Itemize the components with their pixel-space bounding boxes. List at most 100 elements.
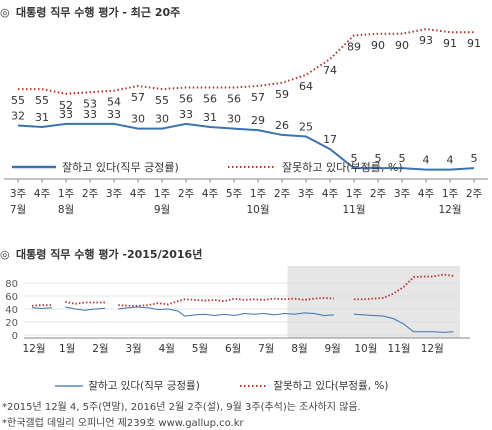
chart1-label-approve: 17 xyxy=(323,133,337,146)
chart1-tick-month: 8월 xyxy=(58,204,74,216)
chart2-month-label: 8월 xyxy=(291,343,307,355)
chart1-tick-week: 1주 xyxy=(58,188,75,200)
chart2-month-label: 12월 xyxy=(22,343,45,355)
chart1-tick-week: 1주 xyxy=(346,188,363,200)
chart1-tick-month: 12월 xyxy=(438,204,461,216)
chart1-label-disapprove: 52 xyxy=(59,99,73,112)
chart1-series-disapprove xyxy=(18,28,474,95)
chart1-legend-disapprove-label: 잘못하고 있다(부정률, %) xyxy=(282,160,403,174)
chart1-label-disapprove: 59 xyxy=(275,88,289,101)
footnote-survey: *2015년 12월 4, 5주(연말), 2016년 2월 2주(설), 9월… xyxy=(2,402,361,413)
target-icon: ◎ xyxy=(0,248,10,261)
chart1-tick-month: 11월 xyxy=(342,204,365,216)
chart1-title: 대통령 직무 수행 평가 - 최근 20주 xyxy=(16,6,181,19)
chart2-legend-approve-label: 잘하고 있다(직무 긍정률) xyxy=(88,380,200,392)
chart1-label-approve: 33 xyxy=(179,108,193,121)
chart1-series-approve xyxy=(17,122,475,171)
chart1-label-disapprove: 93 xyxy=(419,34,433,47)
chart1-label-approve: 33 xyxy=(107,108,121,121)
chart1-label-disapprove: 56 xyxy=(179,93,193,106)
chart2-header: ◎ 대통령 직무 수행 평가 -2015/2016년 xyxy=(0,246,202,262)
chart1-tick-week: 4주 xyxy=(418,188,435,200)
chart2-title: 대통령 직무 수행 평가 -2015/2016년 xyxy=(16,248,203,261)
chart1-tick-week: 2주 xyxy=(370,188,387,200)
chart1-tick-week: 2주 xyxy=(274,188,291,200)
chart1-label-disapprove: 57 xyxy=(251,91,265,104)
chart2-series-approve xyxy=(118,306,335,317)
chart2-month-label: 9월 xyxy=(324,343,340,355)
chart1-label-approve: 31 xyxy=(35,111,49,124)
chart1-label-approve: 25 xyxy=(299,121,313,134)
chart1-tick-week: 2주 xyxy=(466,188,483,200)
chart1-label-disapprove: 90 xyxy=(395,39,409,52)
chart2-series-disapprove xyxy=(65,300,106,305)
chart2-month-label: 2월 xyxy=(92,343,108,355)
chart1-label-approve: 31 xyxy=(203,111,217,124)
chart1-legend-approve-label: 잘하고 있다(직무 긍정률) xyxy=(62,160,179,174)
chart1-tick-week: 4주 xyxy=(202,188,219,200)
chart1-header: ◎ 대통령 직무 수행 평가 - 최근 20주 xyxy=(0,4,180,20)
chart2-ytick-label: 40 xyxy=(5,305,18,316)
chart1-label-disapprove: 56 xyxy=(227,93,241,106)
chart1-tick-week: 1주 xyxy=(442,188,459,200)
chart1-tick-week: 2주 xyxy=(178,188,195,200)
chart1-label-disapprove: 90 xyxy=(371,39,385,52)
target-icon: ◎ xyxy=(0,6,10,19)
chart2-month-label: 6월 xyxy=(225,343,241,355)
chart1-tick-week: 4주 xyxy=(130,188,147,200)
chart1-tick-week: 5주 xyxy=(226,188,243,200)
chart2-shaded-region xyxy=(287,266,460,338)
chart1-tick-week: 1주 xyxy=(250,188,267,200)
chart1-label-approve: 33 xyxy=(83,108,97,121)
chart1-label-approve: 30 xyxy=(131,113,145,126)
chart1-label-disapprove: 74 xyxy=(323,64,337,77)
chart1-label-approve: 33 xyxy=(59,108,73,121)
chart2-series-approve xyxy=(65,306,106,311)
chart1-label-disapprove: 91 xyxy=(467,37,481,50)
chart1-tick-week: 3주 xyxy=(106,188,123,200)
chart1-tick-week: 4주 xyxy=(34,188,51,200)
chart2-month-label: 5월 xyxy=(192,343,208,355)
chart2-series-disapprove xyxy=(353,273,454,301)
chart1-label-disapprove: 56 xyxy=(203,93,217,106)
chart1-label-approve: 26 xyxy=(275,119,289,132)
chart1-label-approve: 4 xyxy=(447,154,454,167)
chart2-legend-disapprove-label: 잘못하고 있다(부정률, %) xyxy=(273,380,389,392)
chart2-month-label: 7월 xyxy=(258,343,274,355)
chart2-month-label: 12월 xyxy=(421,343,444,355)
chart2-month-label: 10월 xyxy=(354,343,377,355)
chart1-label-approve: 29 xyxy=(251,114,265,127)
chart2-legend-disapprove: 잘못하고 있다(부정률, %) xyxy=(240,378,388,393)
chart1-tick-month: 9월 xyxy=(154,204,170,216)
chart1-tick-month: 7월 xyxy=(10,204,26,216)
chart1-label-approve: 30 xyxy=(227,113,241,126)
chart1-label-approve: 4 xyxy=(423,154,430,167)
chart1-tick-week: 1주 xyxy=(154,188,171,200)
chart1-label-disapprove: 53 xyxy=(83,97,97,110)
chart1-tick-week: 4주 xyxy=(322,188,339,200)
chart2-month-label: 3월 xyxy=(125,343,141,355)
chart1-tick-month: 10월 xyxy=(246,204,269,216)
chart1-tick-week: 3주 xyxy=(10,188,27,200)
footnote-source: *한국갤럽 데일리 오피니언 제239호 www.gallup.co.kr xyxy=(2,418,244,429)
chart2-series-approve xyxy=(353,313,454,333)
chart2-ytick-label: 60 xyxy=(5,292,18,303)
chart2-series-disapprove xyxy=(31,304,52,307)
chart1-label-approve: 5 xyxy=(351,152,358,165)
chart1-tick-week: 2주 xyxy=(82,188,99,200)
chart1-tick-week: 3주 xyxy=(298,188,315,200)
chart1-label-disapprove: 55 xyxy=(155,94,169,107)
chart1-label-approve: 5 xyxy=(375,152,382,165)
chart1-label-approve: 5 xyxy=(399,152,406,165)
chart2-month-label: 4월 xyxy=(159,343,175,355)
chart1-label-disapprove: 64 xyxy=(299,80,313,93)
chart2-series-approve xyxy=(31,307,52,309)
chart2-legend-approve: 잘하고 있다(직무 긍정률) xyxy=(55,378,200,393)
chart1-label-disapprove: 57 xyxy=(131,91,145,104)
chart1-label-disapprove: 55 xyxy=(35,94,49,107)
chart2-month-label: 1월 xyxy=(59,343,75,355)
chart1-tick-week: 3주 xyxy=(394,188,411,200)
chart2-ytick-label: 20 xyxy=(5,318,18,329)
chart1-label-disapprove: 91 xyxy=(443,37,457,50)
